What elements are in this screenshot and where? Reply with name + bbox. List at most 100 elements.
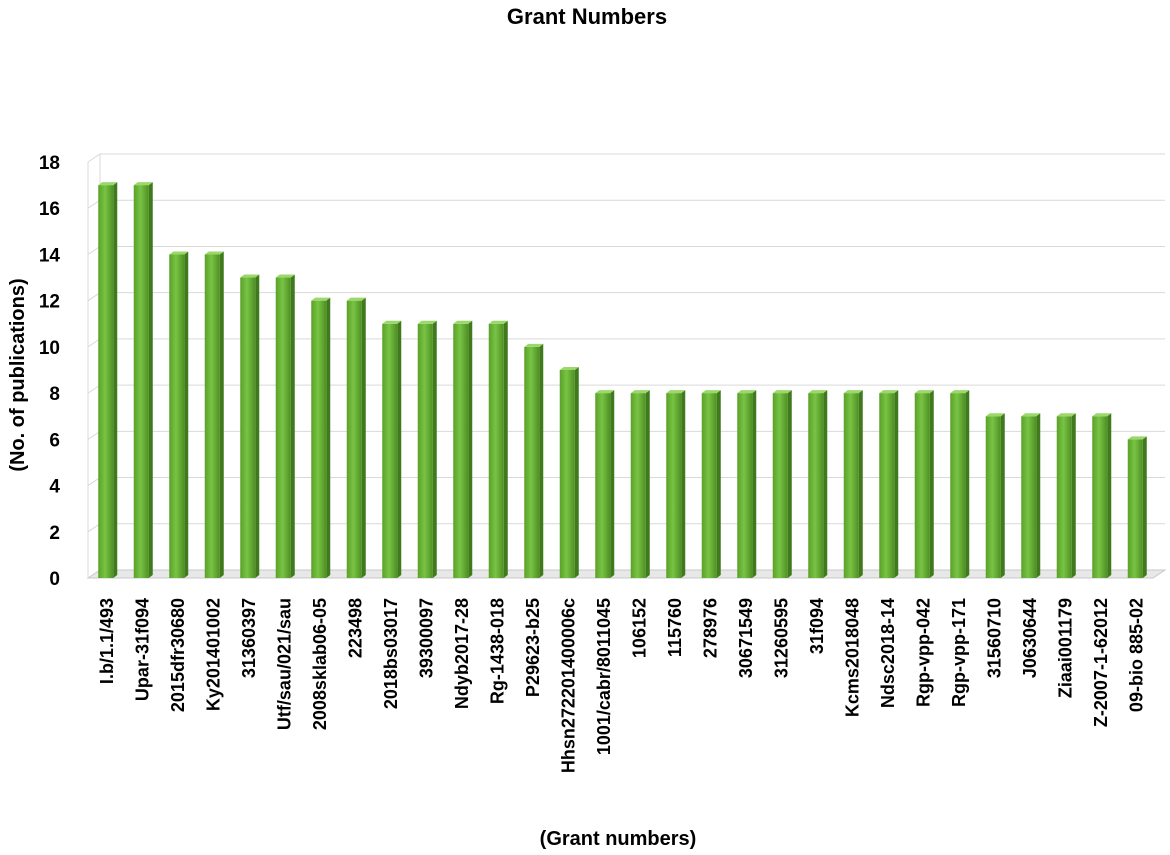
x-tick-label: Ziaai001179 bbox=[1055, 598, 1075, 698]
bar-side bbox=[574, 367, 579, 578]
bar-side bbox=[787, 390, 792, 578]
bar bbox=[595, 390, 615, 578]
bar-side bbox=[929, 390, 934, 578]
x-tick-label: Rg-1438-018 bbox=[487, 598, 507, 704]
x-tick-label: Ky201401002 bbox=[203, 598, 223, 711]
x-tick-label: 115760 bbox=[665, 598, 685, 657]
x-tick-label: 09-bio 885-02 bbox=[1126, 598, 1146, 712]
bar-top bbox=[701, 390, 721, 394]
bar-front bbox=[1127, 439, 1143, 578]
bar-front bbox=[630, 393, 646, 578]
bar bbox=[737, 390, 757, 578]
y-tick-label: 16 bbox=[39, 199, 60, 220]
bar-top bbox=[559, 367, 579, 370]
bar-top bbox=[204, 251, 224, 255]
bar bbox=[311, 297, 331, 578]
bar bbox=[98, 182, 118, 578]
bar-top bbox=[98, 182, 118, 186]
x-tick-label: 2015dfr30680 bbox=[168, 598, 188, 712]
bar bbox=[950, 390, 970, 578]
bar-side bbox=[148, 182, 153, 578]
x-tick-label: 30671549 bbox=[736, 598, 756, 678]
bar-side bbox=[1107, 413, 1112, 578]
bar bbox=[843, 390, 863, 578]
bar-front bbox=[382, 323, 398, 578]
bar-front bbox=[169, 254, 185, 578]
y-axis-label: (No. of publications) bbox=[7, 278, 29, 471]
bar bbox=[346, 297, 366, 578]
x-axis-label: (Grant numbers) bbox=[540, 828, 697, 850]
x-tick-label: Ndyb2017-28 bbox=[452, 598, 472, 709]
bar-side bbox=[823, 390, 828, 578]
bar bbox=[630, 390, 650, 578]
y-tick-label: 14 bbox=[39, 245, 61, 266]
bar-side bbox=[716, 390, 721, 578]
bar-front bbox=[701, 393, 717, 578]
bar bbox=[169, 251, 189, 578]
bar-top bbox=[737, 390, 757, 394]
gridline bbox=[87, 199, 1165, 209]
x-tick-label: 31560710 bbox=[984, 598, 1004, 678]
bar bbox=[1056, 413, 1076, 578]
bar-front bbox=[950, 393, 966, 578]
x-tick-label: Utf/sau/021/sau bbox=[274, 598, 294, 730]
bar-top bbox=[311, 297, 331, 301]
bar-top bbox=[772, 390, 792, 394]
bar-front bbox=[417, 323, 433, 578]
bar-side bbox=[255, 274, 260, 578]
bar-top bbox=[1056, 413, 1076, 417]
bar bbox=[417, 320, 437, 578]
bar-top bbox=[808, 390, 828, 394]
bar-front bbox=[240, 277, 256, 578]
x-tick-label: Z-2007-1-62012 bbox=[1091, 598, 1111, 727]
x-tick-label: 1001/cabr/8011045 bbox=[594, 598, 614, 755]
bar bbox=[1127, 436, 1147, 578]
y-tick-label: 2 bbox=[49, 523, 60, 544]
bar bbox=[275, 274, 295, 578]
bar-front bbox=[808, 393, 824, 578]
x-tick-label: Rgp-vpp-171 bbox=[949, 598, 969, 707]
bar-top bbox=[950, 390, 970, 394]
x-tick-label: I.b/1.1/493 bbox=[97, 598, 117, 684]
bar-top bbox=[133, 182, 153, 186]
bar-top bbox=[1127, 436, 1147, 440]
gridline bbox=[87, 245, 1165, 255]
bar-top bbox=[914, 390, 934, 394]
bar-front bbox=[737, 393, 753, 578]
y-tick-label: 4 bbox=[49, 477, 60, 498]
bar-front bbox=[133, 185, 149, 578]
bar-front bbox=[985, 416, 1001, 578]
bar bbox=[453, 320, 473, 578]
y-tick-label: 8 bbox=[49, 384, 60, 405]
bar-side bbox=[645, 390, 650, 578]
bar-top bbox=[524, 343, 544, 347]
bar bbox=[240, 274, 260, 578]
y-tick-label: 6 bbox=[49, 430, 60, 451]
bar-front bbox=[453, 323, 469, 578]
bar-side bbox=[290, 274, 295, 578]
bar-top bbox=[985, 413, 1005, 417]
bar-front bbox=[666, 393, 682, 578]
x-tick-label: Kcms2018048 bbox=[842, 598, 862, 717]
bar-side bbox=[610, 390, 615, 578]
bar-front bbox=[1092, 416, 1108, 578]
bar-side bbox=[184, 251, 189, 578]
bar-front bbox=[1056, 416, 1072, 578]
bar bbox=[701, 390, 721, 578]
bar-front bbox=[843, 393, 859, 578]
bar-front bbox=[1021, 416, 1037, 578]
bar-top bbox=[169, 251, 189, 255]
bar-side bbox=[113, 182, 118, 578]
x-tick-label: Upar-31f094 bbox=[132, 598, 152, 701]
bar-side bbox=[858, 390, 863, 578]
x-tick-label: 31f094 bbox=[807, 598, 827, 654]
bar-side bbox=[965, 390, 970, 578]
bar bbox=[559, 367, 579, 578]
bar bbox=[666, 390, 686, 578]
bar bbox=[808, 390, 828, 578]
bar-top bbox=[240, 274, 260, 278]
y-tick-label: 10 bbox=[39, 338, 60, 359]
gridline bbox=[87, 153, 1165, 163]
x-tick-label: Ndsc2018-14 bbox=[878, 598, 898, 708]
bar-front bbox=[524, 346, 540, 578]
